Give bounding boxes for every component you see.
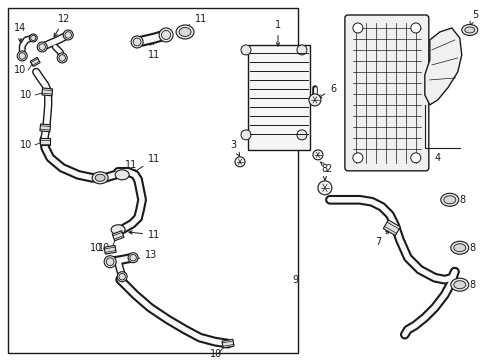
- Text: 8: 8: [470, 280, 476, 290]
- Circle shape: [411, 23, 421, 33]
- Circle shape: [159, 28, 173, 42]
- Polygon shape: [425, 28, 462, 105]
- Text: 10: 10: [20, 90, 32, 100]
- Ellipse shape: [115, 170, 129, 180]
- Text: 4: 4: [435, 153, 441, 163]
- Text: 11: 11: [133, 154, 160, 173]
- Circle shape: [119, 274, 125, 280]
- Circle shape: [65, 32, 72, 38]
- Circle shape: [39, 44, 46, 50]
- Ellipse shape: [454, 281, 466, 289]
- Text: 10: 10: [98, 243, 110, 253]
- Text: 10: 10: [14, 65, 26, 75]
- Ellipse shape: [444, 196, 456, 204]
- Ellipse shape: [241, 45, 251, 55]
- Circle shape: [353, 23, 363, 33]
- Circle shape: [17, 51, 27, 61]
- Circle shape: [57, 53, 67, 63]
- Bar: [40, 124, 50, 132]
- Text: 8: 8: [470, 243, 476, 253]
- Text: 7: 7: [375, 230, 389, 247]
- Circle shape: [106, 258, 114, 266]
- Ellipse shape: [465, 27, 475, 33]
- Ellipse shape: [176, 25, 194, 39]
- Circle shape: [313, 150, 323, 160]
- Ellipse shape: [241, 130, 251, 140]
- Text: 11: 11: [112, 160, 137, 176]
- Text: 1: 1: [275, 20, 281, 46]
- Circle shape: [117, 272, 127, 282]
- Ellipse shape: [95, 174, 105, 181]
- Text: 11: 11: [178, 14, 207, 30]
- Text: 8: 8: [460, 195, 466, 205]
- Bar: [112, 231, 124, 241]
- Circle shape: [104, 256, 116, 268]
- Bar: [222, 339, 234, 348]
- Bar: [42, 88, 52, 96]
- Text: 10: 10: [90, 243, 102, 253]
- Text: 10: 10: [20, 140, 32, 150]
- Bar: [104, 245, 116, 254]
- Bar: [383, 220, 400, 235]
- Circle shape: [235, 157, 245, 167]
- FancyBboxPatch shape: [345, 15, 429, 171]
- Circle shape: [318, 181, 332, 195]
- Text: 12: 12: [54, 14, 71, 37]
- Circle shape: [131, 36, 143, 48]
- Ellipse shape: [441, 193, 459, 206]
- Circle shape: [411, 153, 421, 163]
- Text: 11: 11: [148, 42, 160, 60]
- Circle shape: [37, 42, 47, 52]
- Ellipse shape: [454, 244, 466, 252]
- Circle shape: [309, 94, 321, 106]
- Circle shape: [59, 55, 66, 61]
- Ellipse shape: [92, 172, 108, 184]
- Bar: [30, 57, 40, 67]
- Ellipse shape: [179, 27, 191, 36]
- Text: 6: 6: [318, 84, 336, 98]
- Circle shape: [133, 38, 141, 46]
- Ellipse shape: [451, 241, 469, 254]
- Text: 8: 8: [322, 164, 328, 180]
- Circle shape: [130, 255, 136, 261]
- Text: 3: 3: [230, 140, 240, 156]
- Ellipse shape: [111, 225, 125, 235]
- Circle shape: [128, 253, 138, 263]
- Text: 14: 14: [14, 23, 26, 42]
- Ellipse shape: [462, 24, 478, 36]
- Circle shape: [31, 35, 36, 41]
- Text: 13: 13: [132, 250, 157, 261]
- Text: 10: 10: [210, 348, 222, 359]
- Text: 11: 11: [129, 230, 160, 240]
- Text: 5: 5: [470, 10, 478, 26]
- Bar: [8, 8, 298, 353]
- Circle shape: [63, 30, 73, 40]
- Bar: [248, 45, 310, 150]
- Circle shape: [19, 53, 25, 59]
- Ellipse shape: [451, 278, 469, 291]
- Bar: [40, 138, 50, 145]
- Circle shape: [162, 30, 171, 40]
- Text: 2: 2: [320, 162, 331, 174]
- Ellipse shape: [297, 45, 307, 55]
- Circle shape: [29, 34, 37, 42]
- Text: 9: 9: [292, 275, 298, 285]
- Ellipse shape: [297, 130, 307, 140]
- Circle shape: [353, 153, 363, 163]
